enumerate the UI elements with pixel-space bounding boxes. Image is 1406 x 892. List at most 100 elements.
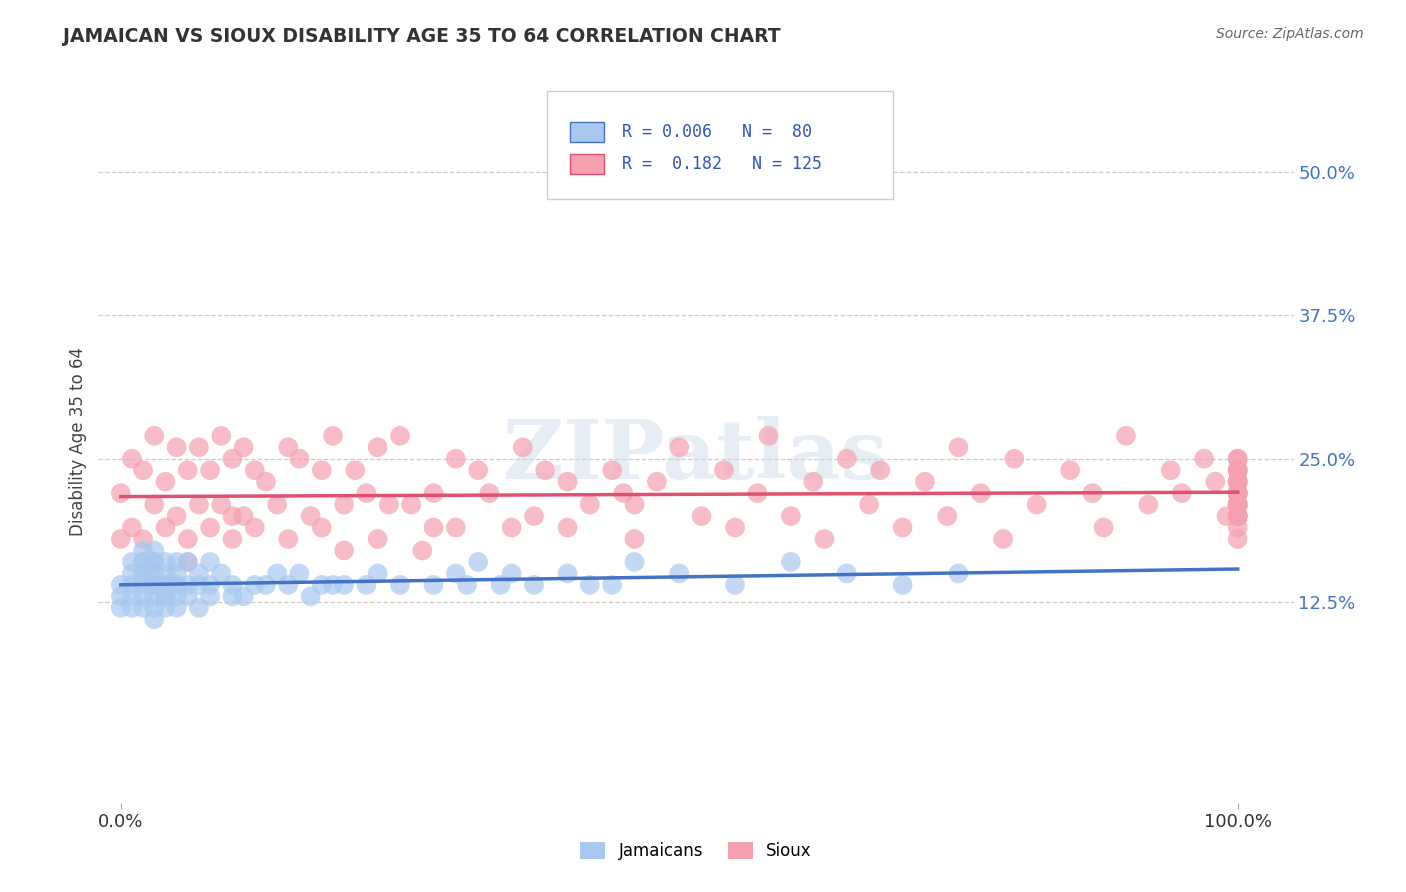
Point bbox=[1215, 509, 1237, 524]
Point bbox=[232, 440, 254, 454]
Point bbox=[143, 498, 166, 512]
Point bbox=[132, 566, 155, 581]
Point bbox=[121, 600, 143, 615]
Point bbox=[221, 578, 243, 592]
Point bbox=[444, 451, 467, 466]
Point bbox=[422, 578, 444, 592]
Point bbox=[254, 475, 277, 489]
Point bbox=[1226, 451, 1249, 466]
Point bbox=[367, 566, 389, 581]
Point bbox=[668, 566, 690, 581]
Point bbox=[891, 578, 914, 592]
Point bbox=[132, 590, 155, 604]
Point bbox=[155, 555, 177, 569]
Point bbox=[501, 566, 523, 581]
Point bbox=[668, 440, 690, 454]
Point bbox=[399, 498, 422, 512]
FancyBboxPatch shape bbox=[571, 122, 605, 143]
Point bbox=[579, 578, 602, 592]
Point bbox=[600, 463, 623, 477]
Point bbox=[1226, 498, 1249, 512]
Point bbox=[132, 555, 155, 569]
Point bbox=[198, 578, 221, 592]
Point bbox=[758, 429, 780, 443]
Point bbox=[1226, 509, 1249, 524]
Point bbox=[1025, 498, 1047, 512]
Point bbox=[187, 578, 209, 592]
Point bbox=[1226, 520, 1249, 534]
Point bbox=[1226, 475, 1249, 489]
Point bbox=[177, 555, 200, 569]
Point bbox=[177, 578, 200, 592]
Point bbox=[166, 509, 188, 524]
Point bbox=[299, 509, 322, 524]
Point bbox=[209, 566, 232, 581]
Point bbox=[1226, 486, 1249, 500]
Point bbox=[143, 566, 166, 581]
Point bbox=[623, 532, 645, 546]
Point bbox=[143, 578, 166, 592]
Point bbox=[444, 520, 467, 534]
Point bbox=[333, 498, 356, 512]
Point bbox=[557, 566, 579, 581]
Point bbox=[356, 578, 378, 592]
Point bbox=[1204, 475, 1226, 489]
Point bbox=[478, 486, 501, 500]
Point bbox=[132, 600, 155, 615]
Point bbox=[121, 566, 143, 581]
Point bbox=[801, 475, 824, 489]
Point bbox=[143, 429, 166, 443]
Point bbox=[378, 498, 401, 512]
Point bbox=[177, 532, 200, 546]
Point bbox=[891, 520, 914, 534]
Point bbox=[232, 509, 254, 524]
Point bbox=[132, 543, 155, 558]
Point bbox=[311, 463, 333, 477]
Point bbox=[110, 578, 132, 592]
Point bbox=[1226, 486, 1249, 500]
Point bbox=[1226, 509, 1249, 524]
Point bbox=[690, 509, 713, 524]
Y-axis label: Disability Age 35 to 64: Disability Age 35 to 64 bbox=[69, 347, 87, 536]
Point bbox=[1115, 429, 1137, 443]
Point bbox=[1226, 463, 1249, 477]
Point bbox=[747, 486, 769, 500]
Point bbox=[322, 578, 344, 592]
Text: JAMAICAN VS SIOUX DISABILITY AGE 35 TO 64 CORRELATION CHART: JAMAICAN VS SIOUX DISABILITY AGE 35 TO 6… bbox=[63, 27, 780, 45]
Point bbox=[143, 566, 166, 581]
Text: R =  0.182   N = 125: R = 0.182 N = 125 bbox=[621, 155, 823, 173]
Point bbox=[288, 451, 311, 466]
Point bbox=[1226, 463, 1249, 477]
Point bbox=[209, 498, 232, 512]
Point bbox=[489, 578, 512, 592]
Point bbox=[388, 578, 411, 592]
Point bbox=[1226, 475, 1249, 489]
Point bbox=[534, 463, 557, 477]
Point bbox=[557, 475, 579, 489]
Point bbox=[356, 486, 378, 500]
Point bbox=[645, 475, 668, 489]
Point bbox=[1226, 486, 1249, 500]
Point bbox=[288, 566, 311, 581]
Point bbox=[422, 520, 444, 534]
Point bbox=[1226, 498, 1249, 512]
Point bbox=[512, 440, 534, 454]
Point bbox=[1137, 498, 1160, 512]
FancyBboxPatch shape bbox=[571, 154, 605, 174]
Point bbox=[243, 520, 266, 534]
Point bbox=[166, 600, 188, 615]
Point bbox=[523, 578, 546, 592]
Point bbox=[467, 555, 489, 569]
Point bbox=[780, 509, 803, 524]
Point bbox=[166, 578, 188, 592]
Point bbox=[198, 520, 221, 534]
Point bbox=[221, 590, 243, 604]
Legend: Jamaicans, Sioux: Jamaicans, Sioux bbox=[574, 835, 818, 867]
Point bbox=[143, 555, 166, 569]
Point bbox=[724, 578, 747, 592]
Point bbox=[970, 486, 993, 500]
Point bbox=[936, 509, 959, 524]
Point bbox=[411, 543, 433, 558]
Point bbox=[143, 600, 166, 615]
Point bbox=[121, 520, 143, 534]
